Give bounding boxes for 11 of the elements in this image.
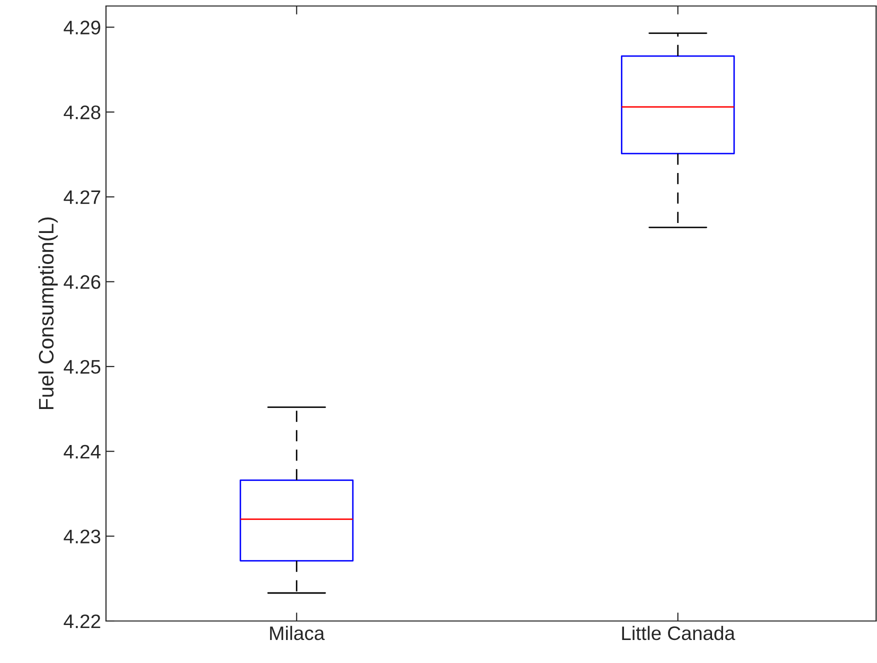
y-tick-label: 4.27 xyxy=(64,190,100,204)
y-tick-label: 4.29 xyxy=(64,20,100,34)
x-tick-label: Milaca xyxy=(270,626,325,640)
y-tick-label: 4.25 xyxy=(64,360,100,374)
y-tick-label: 4.23 xyxy=(64,530,100,544)
y-axis-title: Fuel Consumption(L) xyxy=(38,218,58,410)
y-tick-label: 4.28 xyxy=(64,106,100,120)
y-tick-label: 4.24 xyxy=(64,444,101,458)
y-tick-label: 4.26 xyxy=(64,275,100,289)
x-tick-label: Little Canada xyxy=(622,626,736,640)
y-tick-label: 4.22 xyxy=(64,614,100,628)
